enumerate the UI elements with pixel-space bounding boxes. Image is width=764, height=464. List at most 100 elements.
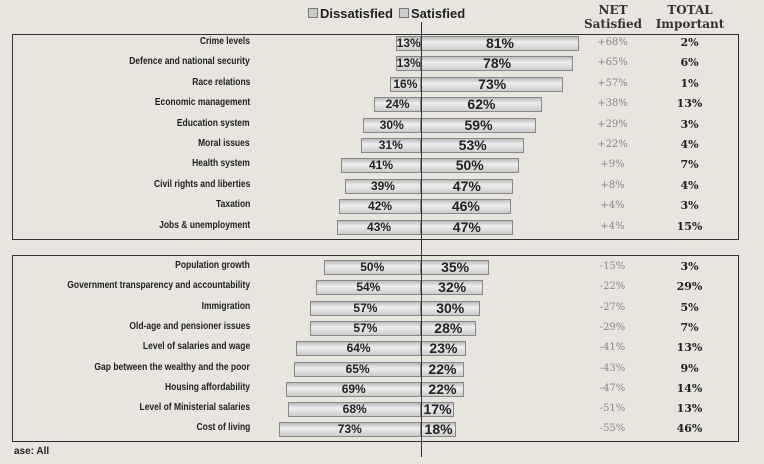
total-important-value: 46% [676, 422, 703, 436]
bar-value-label: 42% [368, 199, 393, 214]
dissatisfied-bar: 31% [360, 138, 421, 153]
bar-value-label: 78% [483, 55, 512, 72]
net-value: -51% [599, 403, 626, 415]
category-label: Gap between the wealthy and the poor [94, 361, 250, 373]
bar-value-label: 47% [452, 177, 481, 194]
dissatisfied-bar: 13% [395, 56, 421, 72]
bar-value-label: 64% [346, 341, 371, 356]
bar-value-label: 73% [478, 75, 507, 92]
bar-value-label: 35% [441, 259, 470, 275]
legend-satisfied: Satisfied [398, 6, 465, 21]
bar-value-label: 73% [337, 422, 362, 437]
satisfied-bar: 53% [421, 137, 525, 153]
bar-value-label: 24% [385, 97, 410, 112]
category-label: Jobs & unemployment [158, 219, 250, 231]
satisfied-bar: 23% [421, 341, 466, 357]
total-important-value: 7% [680, 158, 699, 172]
net-value: +4% [600, 200, 625, 212]
satisfied-bar: 32% [421, 280, 484, 296]
total-important-value: 4% [680, 178, 699, 192]
category-label: Health system [192, 158, 250, 170]
category-label: Old-age and pensioner issues [129, 320, 250, 332]
net-value: -27% [599, 301, 626, 313]
bar-value-label: 30% [436, 299, 465, 316]
satisfied-bar: 62% [421, 96, 542, 113]
dissatisfied-bar: 73% [278, 422, 421, 438]
total-important-value: 13% [676, 402, 703, 416]
net-value: +29% [597, 118, 628, 130]
bar-value-label: 62% [467, 96, 496, 113]
total-important-value: 3% [680, 117, 699, 131]
bar-value-label: 13% [396, 36, 421, 50]
dissatisfied-bar: 30% [362, 117, 421, 133]
legend-dissatisfied: Dissatisfied [308, 6, 393, 21]
bar-value-label: 50% [360, 260, 385, 274]
net-value: +65% [597, 57, 628, 69]
dissatisfied-bar: 69% [286, 381, 421, 397]
net-value: +4% [600, 220, 625, 232]
bar-value-label: 28% [434, 319, 463, 336]
bar-value-label: 69% [341, 381, 366, 396]
total-important-value: 3% [680, 199, 699, 213]
dissatisfied-bar: 24% [374, 97, 421, 113]
total-important-value: 9% [680, 361, 699, 375]
legend-label: Dissatisfied [320, 6, 393, 21]
net-value: +38% [597, 98, 628, 110]
satisfied-bar: 47% [421, 177, 513, 194]
bar-value-label: 54% [356, 280, 381, 295]
bar-value-label: 47% [452, 218, 481, 235]
dissatisfied-bar: 57% [309, 300, 421, 316]
satisfied-bar: 73% [421, 75, 564, 92]
bar-value-label: 53% [458, 137, 487, 153]
satisfied-bar: 47% [421, 218, 513, 235]
bar-value-label: 57% [353, 320, 378, 335]
total-important-value: 29% [676, 280, 703, 294]
total-important-value: 7% [680, 320, 699, 334]
satisfied-bar: 81% [421, 36, 579, 51]
bar-value-label: 30% [379, 117, 404, 132]
net-value: +57% [597, 77, 628, 89]
category-label: Housing affordability [165, 381, 250, 393]
bar-value-label: 17% [423, 401, 452, 418]
net-value: -47% [599, 382, 626, 394]
net-value: +68% [597, 37, 628, 48]
satisfied-bar: 18% [421, 422, 457, 438]
footnote: ase: All [14, 446, 50, 457]
net-value: -22% [599, 281, 626, 293]
category-label: Moral issues [198, 138, 250, 149]
net-value: -15% [599, 261, 626, 272]
dissatisfied-bar: 65% [294, 361, 421, 377]
category-label: Race relations [191, 76, 250, 88]
total-important-value: 13% [676, 341, 703, 355]
net-value: -29% [599, 321, 626, 333]
category-label: Education system [177, 117, 250, 129]
dissatisfied-bar: 64% [296, 341, 421, 357]
dissatisfied-bar: 13% [395, 36, 421, 51]
net-value: +9% [600, 159, 625, 171]
total-important-value: 13% [676, 97, 703, 111]
total-important-value: 15% [676, 219, 703, 233]
bar-value-label: 46% [451, 198, 480, 215]
bar-value-label: 50% [455, 157, 484, 174]
satisfied-bar: 17% [421, 401, 455, 418]
net-value: -41% [599, 342, 626, 354]
category-label: Taxation [215, 199, 250, 211]
bar-value-label: 43% [367, 219, 392, 234]
satisfied-bar: 22% [421, 381, 464, 397]
total-important-value: 1% [680, 76, 699, 90]
net-value: -55% [599, 423, 626, 435]
bar-value-label: 16% [393, 76, 418, 91]
dissatisfied-bar: 43% [337, 219, 421, 235]
total-important-value: 14% [676, 381, 703, 395]
satisfied-bar: 28% [421, 319, 476, 336]
category-label: Economic management [154, 97, 250, 109]
total-important-value: 4% [680, 138, 699, 151]
satisfied-bar: 35% [421, 259, 490, 275]
category-label: Defence and national security [129, 56, 250, 68]
net-value: -43% [599, 362, 626, 374]
bar-value-label: 13% [396, 56, 421, 71]
total-important-value: 2% [680, 36, 699, 49]
bar-value-label: 31% [378, 138, 403, 152]
category-label: Civil rights and liberties [153, 178, 250, 190]
bar-value-label: 68% [342, 402, 367, 417]
